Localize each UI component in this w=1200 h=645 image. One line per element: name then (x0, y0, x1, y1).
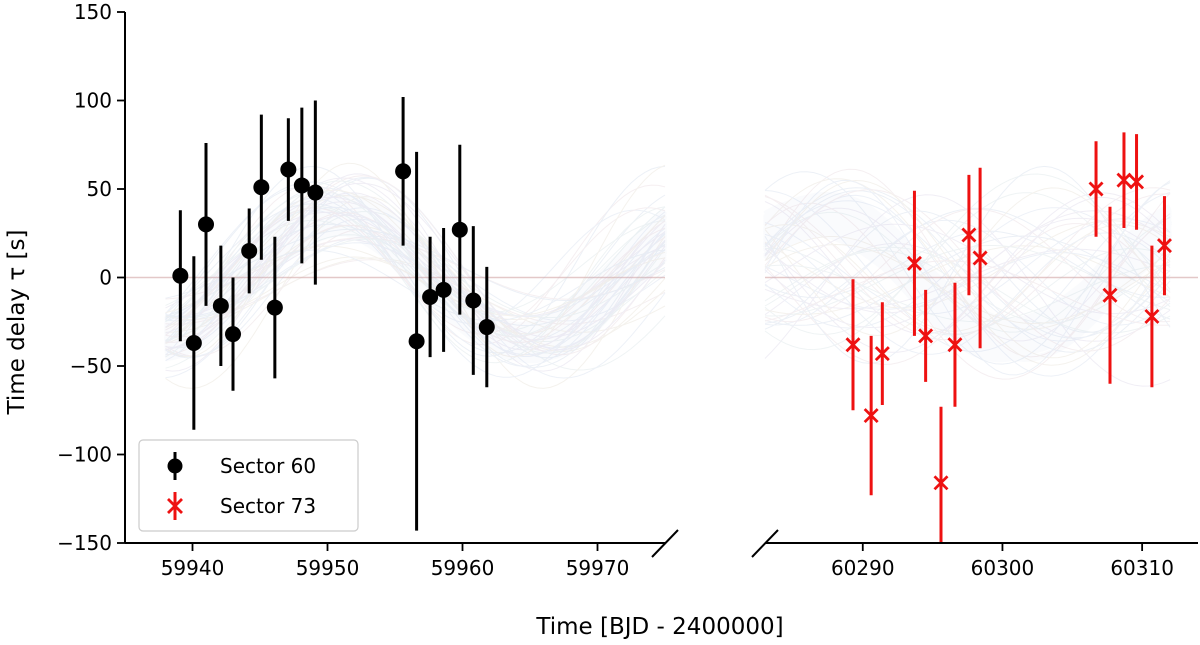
point-marker (1129, 174, 1145, 190)
point-marker (1102, 287, 1118, 303)
x-tick-label: 60290 (831, 556, 895, 580)
point-marker (395, 163, 412, 180)
axis-break-mark (651, 529, 679, 558)
model-band (762, 191, 1173, 363)
data-point (253, 114, 270, 260)
model-curves-right (762, 165, 1198, 387)
data-point (280, 118, 297, 221)
axes: −150 −100 −50 0 50 100 150 59940 59950 59960 59970… (57, 0, 1198, 580)
y-tick-label: 150 (74, 0, 112, 24)
axis-break-mark (751, 529, 779, 558)
point-marker (451, 221, 468, 238)
point-marker (874, 346, 890, 362)
data-point (845, 279, 861, 411)
point-marker (972, 250, 988, 266)
point-marker (1116, 172, 1132, 188)
data-point (185, 256, 202, 430)
legend-marker-sector-73 (167, 492, 183, 520)
data-point (1156, 196, 1172, 296)
point-marker (280, 161, 297, 178)
data-point (1144, 245, 1160, 388)
point-marker (266, 299, 283, 316)
y-tick-label: 100 (74, 89, 112, 113)
data-point (961, 174, 977, 296)
point-marker (422, 288, 439, 305)
legend: Sector 60 Sector 73 (138, 439, 359, 532)
data-point (435, 227, 452, 352)
point-marker (906, 255, 922, 271)
data-point (408, 151, 425, 531)
data-point (478, 266, 495, 388)
legend-label-sector-73: Sector 73 (220, 494, 316, 518)
y-tick-label: −150 (57, 531, 112, 555)
x-tick-label: 60310 (1110, 556, 1174, 580)
data-point (933, 406, 949, 543)
series-sector-60 (172, 96, 495, 531)
data-point (451, 144, 468, 315)
point-marker (293, 177, 310, 194)
y-tick-label: 50 (87, 177, 112, 201)
x-tick-label: 60300 (971, 556, 1035, 580)
point-marker (241, 242, 258, 259)
y-tick-label: 0 (99, 266, 112, 290)
point-marker (198, 216, 214, 233)
data-point (307, 100, 324, 285)
y-tick-label: −100 (57, 443, 112, 467)
x-axis-label: Time [BJD - 2400000] (535, 614, 783, 640)
x-tick-label: 59970 (566, 556, 630, 580)
y-tick-label: −50 (70, 354, 112, 378)
series-sector-73 (845, 132, 1172, 543)
point-marker (1088, 181, 1104, 197)
point-marker (465, 292, 482, 309)
point-marker (185, 334, 202, 351)
data-point (1102, 206, 1118, 384)
data-point (863, 335, 879, 496)
x-tick-label: 59960 (431, 556, 495, 580)
right-panel (762, 132, 1198, 543)
point-marker (918, 328, 934, 344)
data-point (212, 245, 229, 366)
y-axis-label: Time delay τ [s] (4, 230, 30, 416)
data-point (947, 282, 963, 407)
x-tick-label: 59940 (161, 556, 225, 580)
point-marker (1156, 238, 1172, 254)
point-marker (225, 326, 241, 343)
data-point (1129, 134, 1145, 230)
data-point (293, 107, 310, 264)
legend-marker-sector-60 (167, 452, 183, 480)
point-marker (947, 337, 963, 353)
data-point (874, 302, 890, 405)
data-point (1116, 132, 1132, 228)
point-marker (961, 227, 977, 243)
data-point (225, 277, 241, 391)
data-point (906, 190, 922, 336)
data-point (1088, 141, 1104, 237)
point-marker (933, 475, 949, 491)
point-marker (1144, 308, 1160, 324)
point-marker (863, 408, 879, 424)
point-marker (478, 319, 495, 336)
data-point (266, 236, 283, 379)
data-point (198, 142, 214, 306)
point-marker (172, 267, 189, 284)
data-point (172, 210, 189, 342)
legend-label-sector-60: Sector 60 (220, 454, 316, 478)
data-point (422, 236, 439, 358)
data-point (465, 226, 482, 375)
data-point (972, 167, 988, 349)
data-point (395, 96, 412, 246)
data-point (241, 208, 258, 294)
point-marker (435, 281, 452, 298)
point-marker (307, 184, 324, 201)
legend-frame (138, 439, 359, 532)
point-marker (845, 337, 861, 353)
point-marker (253, 179, 270, 196)
x-tick-label: 59950 (296, 556, 360, 580)
left-panel (125, 96, 668, 531)
point-marker (408, 333, 425, 350)
point-marker (212, 297, 229, 314)
data-point (918, 289, 934, 382)
